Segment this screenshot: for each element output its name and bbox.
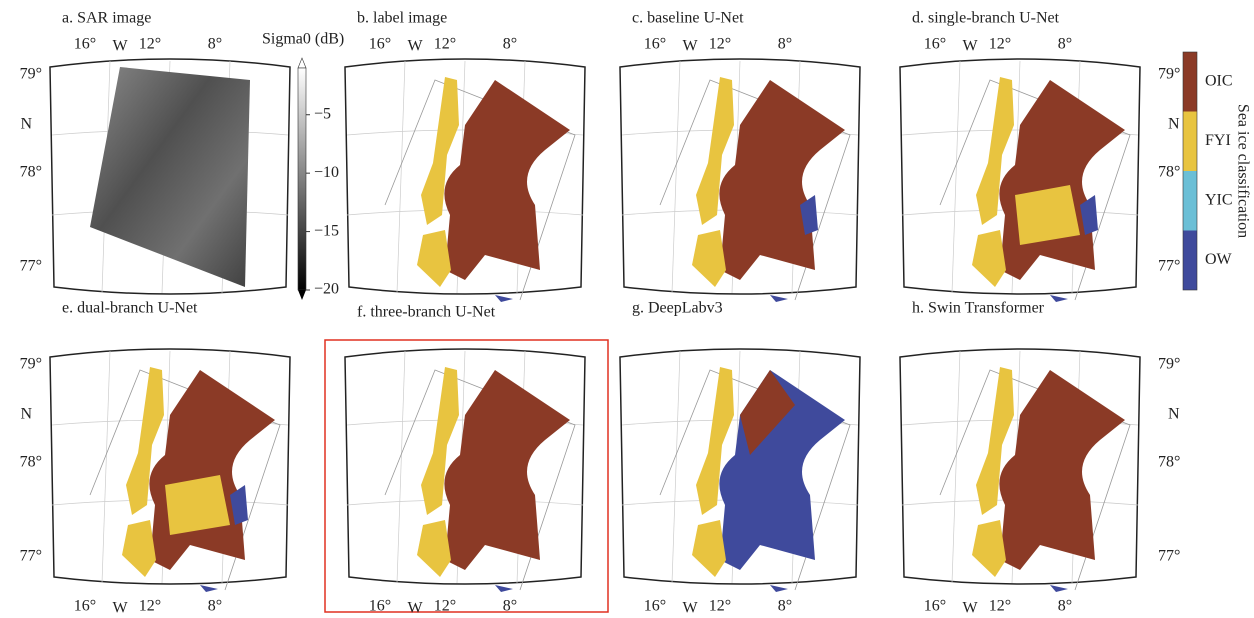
lon-label: 12° xyxy=(434,598,456,615)
legend-swatch xyxy=(1183,171,1197,231)
ice-region xyxy=(1050,295,1068,302)
lon-label: W xyxy=(112,38,128,55)
lon-label: W xyxy=(112,600,128,617)
legend-swatch xyxy=(1183,112,1197,172)
lon-label: 8° xyxy=(503,36,517,53)
map-panel xyxy=(50,59,290,294)
map-panel xyxy=(50,349,290,592)
lon-label: 8° xyxy=(1058,598,1072,615)
colorbar xyxy=(298,68,306,290)
lat-label: N xyxy=(1168,406,1180,423)
lon-label: 12° xyxy=(139,36,161,53)
lat-label: N xyxy=(20,116,32,133)
ice-region xyxy=(1015,185,1080,245)
lat-label: 77° xyxy=(20,258,42,275)
panel-title: g. DeepLabv3 xyxy=(632,300,723,317)
lon-label: W xyxy=(407,38,423,55)
lon-label: W xyxy=(962,600,978,617)
panel-title: d. single-branch U-Net xyxy=(912,10,1060,27)
lon-label: 8° xyxy=(778,36,792,53)
panel-title: b. label image xyxy=(357,10,447,27)
lat-label: 78° xyxy=(20,164,42,181)
panel-title: c. baseline U-Net xyxy=(632,10,744,27)
legend-title: Sea ice classification xyxy=(1234,104,1251,238)
lat-label: 77° xyxy=(1158,548,1180,565)
lat-label: 78° xyxy=(1158,454,1180,471)
map-panel xyxy=(620,349,860,592)
lat-label: 79° xyxy=(1158,356,1180,373)
lon-label: 12° xyxy=(139,598,161,615)
ice-region xyxy=(200,585,218,592)
lat-label: 79° xyxy=(20,66,42,83)
ice-region xyxy=(1050,585,1068,592)
panel-title: h. Swin Transformer xyxy=(912,300,1045,317)
lon-label: 16° xyxy=(74,36,96,53)
colorbar-tick-label: −5 xyxy=(314,105,331,122)
colorbar-tick-label: −10 xyxy=(314,164,339,181)
lon-label: W xyxy=(962,38,978,55)
lon-label: W xyxy=(682,600,698,617)
lon-label: 16° xyxy=(369,598,391,615)
lon-label: 12° xyxy=(709,598,731,615)
lon-label: W xyxy=(407,600,423,617)
map-panel xyxy=(900,59,1140,302)
lon-label: 8° xyxy=(1058,36,1072,53)
lon-label: 8° xyxy=(208,36,222,53)
lon-label: 16° xyxy=(924,598,946,615)
ice-region xyxy=(495,295,513,302)
ice-region xyxy=(770,295,788,302)
legend-label: OW xyxy=(1205,251,1233,268)
map-panel xyxy=(900,349,1140,592)
panel-title: f. three-branch U-Net xyxy=(357,304,496,321)
lat-label: N xyxy=(20,406,32,423)
map-panel xyxy=(620,59,860,302)
lat-label: 78° xyxy=(1158,164,1180,181)
figure: a. SAR image 79° 78° 77° N 16° W 12° 8° b. label … xyxy=(0,0,1254,618)
lat-label: 79° xyxy=(1158,66,1180,83)
lon-label: 8° xyxy=(503,598,517,615)
panel-title: e. dual-branch U-Net xyxy=(62,300,198,317)
lat-label: 77° xyxy=(20,548,42,565)
lat-label: 79° xyxy=(20,356,42,373)
colorbar-cap xyxy=(298,58,306,68)
panel-title: a. SAR image xyxy=(62,10,151,27)
lon-label: 8° xyxy=(208,598,222,615)
map-panel xyxy=(345,349,585,592)
legend-label: OIC xyxy=(1205,72,1233,89)
lon-label: 8° xyxy=(778,598,792,615)
legend-label: YIC xyxy=(1205,191,1233,208)
lon-label: 16° xyxy=(924,36,946,53)
lon-label: 12° xyxy=(989,36,1011,53)
lon-label: 12° xyxy=(709,36,731,53)
colorbar-tick-label: −20 xyxy=(314,281,339,298)
legend-swatch xyxy=(1183,52,1197,112)
lon-label: W xyxy=(682,38,698,55)
map-panel xyxy=(345,59,585,302)
ice-region xyxy=(770,585,788,592)
legend-label: FYI xyxy=(1205,132,1231,149)
colorbar-title: Sigma0 (dB) xyxy=(262,31,344,48)
colorbar-tick-label: −15 xyxy=(314,222,339,239)
lon-label: 12° xyxy=(989,598,1011,615)
ice-region xyxy=(165,475,230,535)
colorbar-cap xyxy=(298,290,306,300)
lat-label: 78° xyxy=(20,454,42,471)
ice-region xyxy=(495,585,513,592)
lat-label: 77° xyxy=(1158,258,1180,275)
lon-label: 16° xyxy=(644,598,666,615)
lon-label: 12° xyxy=(434,36,456,53)
lon-label: 16° xyxy=(74,598,96,615)
lat-label: N xyxy=(1168,116,1180,133)
lon-label: 16° xyxy=(369,36,391,53)
lon-label: 16° xyxy=(644,36,666,53)
legend-swatch xyxy=(1183,231,1197,291)
